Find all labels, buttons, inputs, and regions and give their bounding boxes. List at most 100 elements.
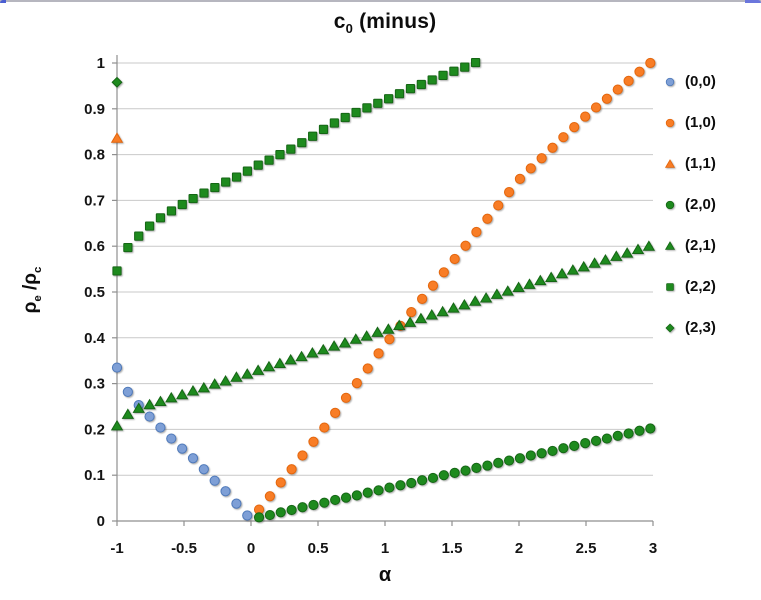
marker-square [155, 213, 166, 223]
marker-square [427, 75, 437, 85]
marker-circle [503, 455, 515, 466]
marker-circle [166, 433, 177, 444]
marker-square [666, 282, 674, 291]
marker-circle [340, 492, 352, 503]
marker-circle [482, 460, 493, 471]
marker-circle [612, 84, 623, 95]
marker-square [166, 206, 177, 216]
marker-triangle [436, 305, 449, 317]
x-axis-label-text: α [378, 564, 392, 586]
marker-circle [665, 77, 675, 86]
legend-label: (0,0) [685, 73, 716, 90]
series-(2,0) [253, 423, 656, 523]
legend-item-(2,0): (2,0) [662, 184, 716, 225]
marker-triangle [197, 381, 211, 393]
marker-triangle [469, 295, 482, 306]
legend-label: (2,1) [685, 237, 716, 254]
marker-circle [601, 93, 613, 104]
chart-title: c0 (minus) [117, 10, 653, 36]
x-axis-label: α [117, 564, 653, 587]
marker-circle [547, 445, 558, 457]
marker-diamond [665, 322, 675, 333]
y-tick-label: 0.5 [84, 284, 105, 301]
marker-triangle [534, 274, 547, 286]
marker-circle [417, 293, 428, 304]
marker-triangle [458, 298, 471, 310]
x-tick-label: 0.5 [308, 540, 329, 557]
marker-circle [209, 475, 220, 486]
marker-square [362, 103, 372, 113]
y-axis-label-rho-e: ρ [20, 301, 41, 314]
marker-circle [417, 475, 428, 486]
marker-circle [569, 440, 580, 451]
marker-triangle [175, 388, 189, 400]
x-tick-label: 3 [649, 540, 657, 557]
marker-square [231, 172, 242, 182]
marker-triangle [338, 336, 352, 348]
legend-item-(1,1): (1,1) [662, 143, 716, 184]
y-tick-label: 1 [97, 55, 105, 72]
legend-item-(2,2): (2,2) [662, 266, 716, 307]
marker-triangle [664, 240, 676, 250]
marker-triangle [154, 395, 167, 407]
marker-circle [601, 433, 613, 444]
marker-circle [351, 490, 362, 501]
legend-item-(2,1): (2,1) [662, 225, 716, 266]
marker-circle [482, 213, 493, 224]
y-tick-label: 0.9 [84, 101, 105, 118]
marker-square [384, 94, 394, 104]
legend-marker-icon [665, 118, 675, 127]
series-(1,1) [110, 132, 124, 143]
marker-circle [330, 494, 341, 506]
marker-circle [525, 163, 536, 174]
marker-circle [634, 425, 645, 436]
chart-title-rest: (minus) [353, 10, 437, 33]
marker-circle [319, 497, 330, 508]
marker-circle [242, 510, 253, 521]
marker-circle [514, 453, 526, 464]
x-tick-label: -1 [110, 540, 123, 557]
marker-square [210, 182, 220, 193]
marker-circle [471, 462, 482, 473]
marker-circle [665, 200, 675, 209]
marker-circle [406, 477, 417, 489]
marker-triangle [425, 309, 438, 320]
marker-circle [645, 423, 656, 434]
marker-triangle [479, 292, 493, 303]
marker-triangle [317, 343, 330, 355]
y-tick-label: 0.3 [84, 376, 105, 393]
legend-marker-icon [665, 322, 675, 333]
y-tick-label: 0.7 [84, 192, 105, 209]
marker-square [373, 98, 383, 108]
marker-triangle [414, 312, 428, 324]
marker-circle [220, 486, 231, 497]
marker-triangle [241, 368, 254, 379]
marker-circle [253, 512, 265, 523]
legend-marker-icon [664, 158, 676, 168]
marker-circle [427, 472, 439, 484]
marker-circle [569, 122, 580, 133]
x-tick-label: 2 [515, 540, 523, 557]
y-tick-label: 0.8 [84, 147, 105, 164]
marker-square [449, 66, 459, 76]
marker-triangle [295, 350, 308, 362]
marker-circle [308, 436, 319, 447]
marker-square [297, 138, 307, 148]
marker-circle [264, 509, 275, 521]
marker-triangle [620, 247, 634, 258]
marker-circle [373, 485, 384, 496]
y-axis-label-sub-c: c [31, 266, 44, 273]
marker-triangle [251, 364, 265, 375]
marker-triangle [664, 158, 676, 168]
marker-square [405, 84, 416, 94]
marker-circle [231, 498, 242, 509]
marker-triangle [642, 240, 656, 251]
marker-square [144, 221, 155, 231]
marker-circle [438, 267, 449, 278]
x-tick-label: -0.5 [171, 540, 197, 557]
marker-triangle [110, 132, 124, 143]
marker-circle [612, 430, 623, 441]
marker-square [253, 160, 263, 170]
marker-triangle [610, 250, 623, 261]
